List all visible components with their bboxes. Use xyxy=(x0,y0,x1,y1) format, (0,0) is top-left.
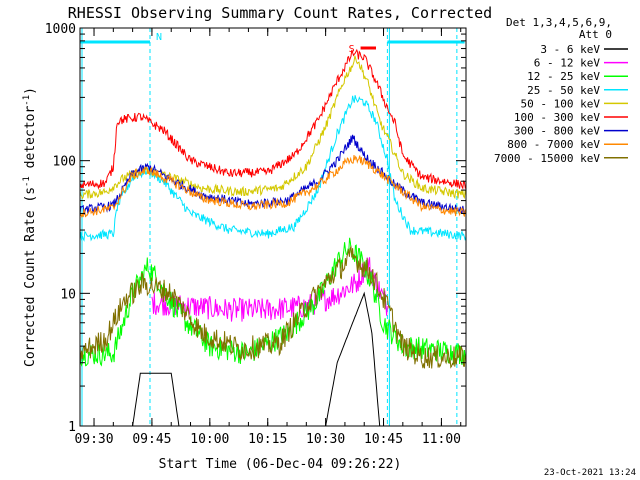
series-line xyxy=(79,245,467,369)
legend-label: 12 - 25 keV xyxy=(527,70,600,83)
x-tick-label: 10:45 xyxy=(364,432,403,447)
legend-label: 25 - 50 keV xyxy=(527,84,600,97)
y-axis-label-exp2: -1 xyxy=(22,95,32,106)
series-line xyxy=(79,55,467,200)
series-line xyxy=(151,257,388,322)
legend-label: 3 - 6 keV xyxy=(540,43,600,56)
night-flag-label: N xyxy=(156,32,162,43)
legend-label: 50 - 100 keV xyxy=(521,97,601,110)
y-tick-label: 1000 xyxy=(45,22,76,37)
x-axis-label: Start Time (06-Dec-04 09:26:22) xyxy=(159,457,402,472)
legend-label: 7000 - 15000 keV xyxy=(494,152,600,165)
legend-label: 300 - 800 keV xyxy=(514,125,600,138)
y-axis-label: Corrected Count Rate (s-1 detector-1) xyxy=(22,87,38,367)
y-axis-label-main: Corrected Count Rate (s xyxy=(23,187,38,367)
y-tick-label: 10 xyxy=(60,287,76,302)
x-tick-label: 10:15 xyxy=(248,432,287,447)
series-line xyxy=(79,48,467,190)
x-tick-label: 11:00 xyxy=(422,432,461,447)
legend-header: Det 1,3,4,5,6,9, xyxy=(506,16,612,29)
y-axis-label-mid: detector xyxy=(23,106,38,177)
x-tick-label: 10:00 xyxy=(190,432,229,447)
flare-flag-label: S xyxy=(349,44,355,55)
legend-label: 6 - 12 keV xyxy=(534,57,601,70)
y-tick-label: 1 xyxy=(68,420,76,435)
series-layer xyxy=(79,48,467,427)
x-tick-label: 10:30 xyxy=(306,432,345,447)
series-line xyxy=(79,95,467,242)
x-tick-label: 09:45 xyxy=(132,432,171,447)
legend-label: 800 - 7000 keV xyxy=(507,138,600,151)
y-tick-label: 100 xyxy=(53,155,76,170)
plot-frame xyxy=(79,27,467,427)
x-tick-label: 09:30 xyxy=(74,432,113,447)
legend-header: Att 0 xyxy=(579,28,612,41)
legend-label: 100 - 300 keV xyxy=(514,111,600,124)
axis-layer: 09:30 09:45 10:00 10:15 10:30 10:45 11:00 1 10 10… xyxy=(45,22,466,447)
series-line xyxy=(79,237,467,367)
series-line xyxy=(79,155,467,218)
y-axis-label-exp1: -1 xyxy=(22,176,32,187)
chart-title: RHESSI Observing Summary Count Rates, Co… xyxy=(68,4,492,22)
y-axis-label-end: ) xyxy=(23,87,38,95)
footer-timestamp: 23-Oct-2021 13:24 xyxy=(544,468,636,478)
